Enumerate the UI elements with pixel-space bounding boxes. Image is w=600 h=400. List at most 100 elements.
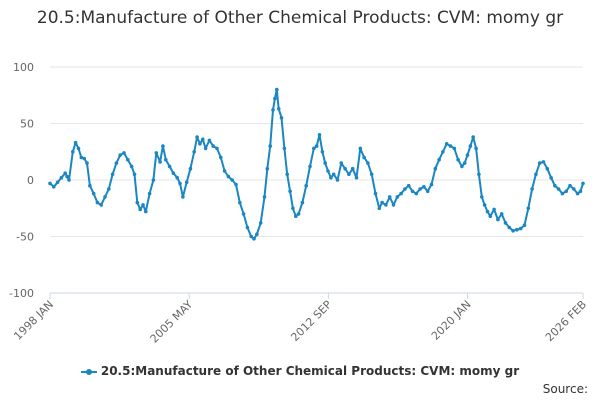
data-point[interactable] [429,182,434,187]
data-point[interactable] [52,185,56,189]
data-point[interactable] [515,227,519,232]
data-point[interactable] [460,164,464,169]
data-point[interactable] [110,172,115,177]
data-point[interactable] [572,187,576,191]
data-point[interactable] [329,175,333,180]
data-point[interactable] [192,150,196,154]
data-point[interactable] [556,187,561,191]
data-point[interactable] [482,203,487,207]
data-point[interactable] [164,157,168,162]
data-point[interactable] [296,212,301,216]
data-point[interactable] [530,187,534,191]
data-point[interactable] [564,189,568,194]
data-point[interactable] [366,161,370,165]
data-point[interactable] [462,161,467,165]
data-point[interactable] [76,146,81,151]
data-point[interactable] [276,107,281,111]
data-point[interactable] [65,174,69,179]
data-point[interactable] [581,181,585,186]
data-point[interactable] [308,164,312,169]
data-point[interactable] [511,229,515,233]
data-point[interactable] [560,191,565,196]
data-point[interactable] [275,87,279,92]
data-point[interactable] [184,180,189,185]
data-point[interactable] [503,221,508,225]
data-point[interactable] [67,178,71,182]
data-point[interactable] [151,178,156,182]
data-point[interactable] [135,200,140,205]
data-point[interactable] [126,157,130,162]
data-point[interactable] [358,146,363,151]
data-point[interactable] [255,232,259,236]
data-point[interactable] [268,144,273,148]
data-point[interactable] [181,195,185,199]
data-point[interactable] [377,206,382,211]
data-point[interactable] [575,191,580,196]
data-point[interactable] [537,161,542,165]
data-point[interactable] [425,189,430,194]
data-point[interactable] [63,171,67,175]
data-point[interactable] [99,203,103,207]
data-point[interactable] [249,234,253,239]
data-point[interactable] [380,200,384,205]
data-point[interactable] [132,172,137,177]
data-point[interactable] [167,164,172,169]
data-point[interactable] [399,191,403,196]
data-point[interactable] [262,195,267,199]
data-point[interactable] [91,191,96,196]
data-point[interactable] [477,172,481,177]
data-point[interactable] [79,155,84,160]
data-point[interactable] [107,187,111,191]
data-point[interactable] [203,146,208,151]
data-point[interactable] [188,166,193,171]
data-point[interactable] [55,180,60,185]
data-point[interactable] [314,144,319,148]
data-point[interactable] [335,178,340,182]
data-point[interactable] [522,223,527,227]
data-point[interactable] [350,166,355,171]
data-point[interactable] [271,108,275,112]
data-point[interactable] [391,203,396,207]
data-point[interactable] [48,181,52,186]
data-point[interactable] [285,172,290,177]
data-point[interactable] [141,203,145,207]
data-point[interactable] [122,151,126,155]
data-point[interactable] [312,146,316,151]
data-point[interactable] [282,146,287,151]
data-point[interactable] [226,174,231,179]
data-point[interactable] [211,144,215,148]
data-point[interactable] [384,203,388,207]
data-point[interactable] [219,155,223,160]
legend-label[interactable]: 20.5:Manufacture of Other Chemical Produ… [100,364,520,378]
data-point[interactable] [195,135,199,139]
data-point[interactable] [441,150,445,154]
data-point[interactable] [138,207,142,212]
data-point[interactable] [234,182,238,187]
data-point[interactable] [95,200,100,205]
data-point[interactable] [437,157,441,162]
data-point[interactable] [444,142,449,146]
data-point[interactable] [85,161,89,165]
data-point[interactable] [534,172,538,177]
data-point[interactable] [294,214,298,218]
data-point[interactable] [73,140,78,145]
data-point[interactable] [161,144,165,148]
data-point[interactable] [456,157,460,162]
data-point[interactable] [474,146,478,151]
data-point[interactable] [452,146,457,151]
data-point[interactable] [518,226,523,231]
data-point[interactable] [245,225,250,230]
data-point[interactable] [288,189,292,194]
series-line-0[interactable] [49,88,584,240]
data-point[interactable] [258,221,263,225]
data-point[interactable] [343,166,347,171]
data-point[interactable] [403,187,407,191]
data-point[interactable] [468,144,473,148]
data-point[interactable] [304,183,309,188]
data-point[interactable] [578,189,583,194]
data-point[interactable] [410,189,415,194]
data-point[interactable] [230,178,234,182]
data-point[interactable] [178,181,182,186]
data-point[interactable] [471,135,476,139]
data-point[interactable] [465,153,470,157]
